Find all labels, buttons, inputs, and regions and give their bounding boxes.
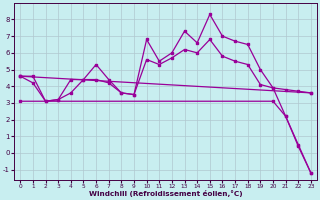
X-axis label: Windchill (Refroidissement éolien,°C): Windchill (Refroidissement éolien,°C) [89,190,242,197]
